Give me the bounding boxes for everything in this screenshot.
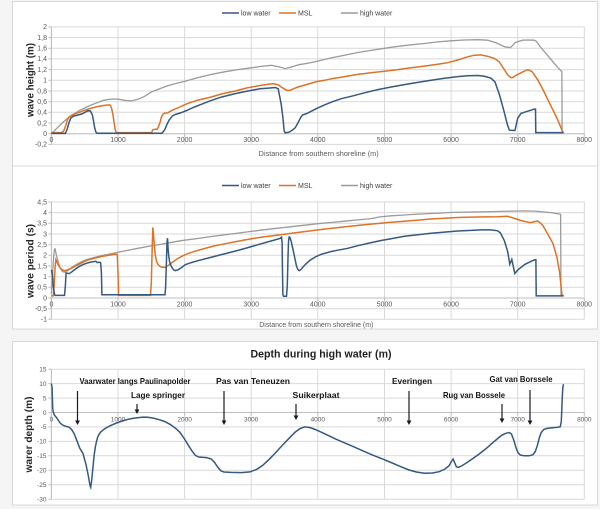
- svg-text:0,4: 0,4: [37, 110, 47, 117]
- svg-text:Everingen: Everingen: [392, 376, 432, 386]
- svg-text:Pas van Teneuzen: Pas van Teneuzen: [216, 376, 290, 386]
- svg-text:-10: -10: [37, 439, 47, 446]
- svg-text:Depth during high water (m): Depth during high water (m): [251, 349, 392, 361]
- svg-text:2: 2: [43, 24, 47, 31]
- svg-text:1,6: 1,6: [37, 46, 47, 53]
- svg-text:0,2: 0,2: [37, 120, 47, 127]
- svg-text:0: 0: [50, 417, 54, 424]
- svg-text:3000: 3000: [243, 137, 259, 144]
- svg-text:7000: 7000: [510, 137, 526, 144]
- svg-text:Distance from southern shoreli: Distance from southern shoreline (m): [259, 322, 373, 329]
- svg-text:4: 4: [43, 210, 47, 217]
- svg-text:high water: high water: [360, 11, 393, 18]
- svg-text:wave height (m): wave height (m): [25, 43, 37, 118]
- svg-text:5000: 5000: [377, 137, 393, 144]
- svg-text:4000: 4000: [311, 417, 326, 424]
- svg-text:0: 0: [43, 295, 47, 302]
- svg-text:5000: 5000: [377, 302, 393, 309]
- svg-text:0,8: 0,8: [37, 88, 47, 95]
- svg-text:2: 2: [43, 253, 47, 260]
- svg-text:0: 0: [49, 302, 53, 309]
- svg-text:8000: 8000: [577, 137, 593, 144]
- svg-text:low water: low water: [241, 11, 271, 18]
- svg-text:15: 15: [39, 367, 47, 374]
- svg-text:10: 10: [39, 381, 47, 388]
- svg-text:0,5: 0,5: [37, 285, 47, 292]
- svg-text:1: 1: [43, 274, 47, 281]
- svg-text:0,6: 0,6: [37, 99, 47, 106]
- svg-text:high water: high water: [360, 183, 393, 190]
- svg-text:Suikerplaat: Suikerplaat: [293, 390, 340, 400]
- svg-text:3000: 3000: [243, 302, 259, 309]
- svg-text:-0,2: -0,2: [35, 142, 47, 149]
- svg-text:2000: 2000: [177, 302, 193, 309]
- svg-text:7000: 7000: [510, 302, 526, 309]
- svg-text:warer depth (m): warer depth (m): [23, 397, 35, 474]
- svg-text:4,5: 4,5: [37, 199, 47, 206]
- svg-text:5: 5: [43, 395, 47, 402]
- svg-text:Vaarwater langs Paulinapolder: Vaarwater langs Paulinapolder: [80, 376, 192, 386]
- svg-text:-15: -15: [37, 453, 47, 460]
- svg-text:8000: 8000: [577, 417, 592, 424]
- svg-text:3000: 3000: [244, 417, 259, 424]
- svg-text:2,5: 2,5: [37, 242, 47, 249]
- svg-text:1: 1: [43, 78, 47, 85]
- svg-text:6000: 6000: [443, 137, 459, 144]
- svg-text:3: 3: [43, 231, 47, 238]
- svg-text:MSL: MSL: [298, 11, 313, 18]
- svg-text:8000: 8000: [577, 302, 593, 309]
- svg-text:-0,5: -0,5: [35, 306, 47, 313]
- svg-text:0: 0: [43, 410, 47, 417]
- svg-text:1,4: 1,4: [37, 56, 47, 63]
- svg-text:-25: -25: [37, 482, 47, 489]
- svg-text:0: 0: [43, 131, 47, 138]
- svg-text:low water: low water: [241, 183, 271, 190]
- svg-text:2000: 2000: [177, 417, 192, 424]
- svg-text:Gat van Borssele: Gat van Borssele: [490, 374, 553, 384]
- svg-text:-1: -1: [41, 317, 47, 324]
- svg-text:1000: 1000: [110, 302, 126, 309]
- svg-text:Rug van Bossele: Rug van Bossele: [443, 390, 505, 400]
- svg-text:1000: 1000: [111, 417, 126, 424]
- svg-text:6000: 6000: [444, 417, 459, 424]
- svg-text:2000: 2000: [177, 137, 193, 144]
- svg-text:6000: 6000: [443, 302, 459, 309]
- svg-text:7000: 7000: [510, 417, 525, 424]
- svg-text:0: 0: [49, 137, 53, 144]
- svg-text:4000: 4000: [310, 302, 326, 309]
- svg-text:4000: 4000: [310, 137, 326, 144]
- svg-text:-20: -20: [37, 468, 47, 475]
- svg-text:1,2: 1,2: [37, 67, 47, 74]
- svg-text:3,5: 3,5: [37, 221, 47, 228]
- svg-text:-5: -5: [41, 424, 47, 431]
- svg-text:Distance from southern shorel: Distance from southern shoreline (m): [259, 151, 379, 158]
- svg-text:MSL: MSL: [298, 183, 313, 190]
- svg-text:1,5: 1,5: [37, 263, 47, 270]
- svg-text:5000: 5000: [377, 417, 392, 424]
- svg-text:Lage springer: Lage springer: [131, 390, 186, 400]
- svg-text:1,8: 1,8: [37, 35, 47, 42]
- svg-text:-30: -30: [37, 497, 47, 504]
- svg-text:1000: 1000: [110, 137, 126, 144]
- svg-text:wave period (s): wave period (s): [25, 224, 37, 299]
